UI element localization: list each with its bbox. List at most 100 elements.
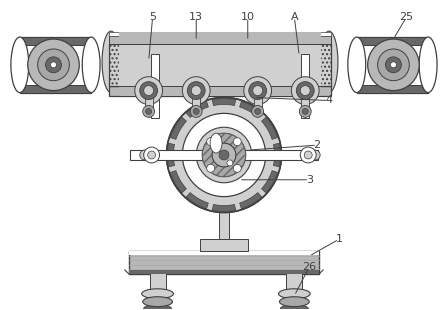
Bar <box>301 95 309 111</box>
Wedge shape <box>170 170 187 193</box>
Circle shape <box>300 147 316 163</box>
Text: 2: 2 <box>314 140 321 150</box>
Bar <box>151 54 159 118</box>
Circle shape <box>249 82 267 100</box>
Ellipse shape <box>142 289 174 299</box>
Circle shape <box>207 138 214 146</box>
Wedge shape <box>167 143 175 167</box>
Circle shape <box>227 160 233 166</box>
Circle shape <box>191 86 201 95</box>
Circle shape <box>190 105 202 117</box>
Bar <box>119 32 321 86</box>
Circle shape <box>202 133 246 177</box>
Ellipse shape <box>348 37 365 93</box>
Circle shape <box>38 49 70 81</box>
Circle shape <box>187 82 205 100</box>
Bar <box>129 251 319 274</box>
Circle shape <box>51 62 57 68</box>
Circle shape <box>253 86 263 95</box>
Wedge shape <box>261 117 278 140</box>
Text: 13: 13 <box>189 12 203 22</box>
Wedge shape <box>212 204 236 211</box>
Circle shape <box>140 150 150 160</box>
Circle shape <box>300 86 310 95</box>
Circle shape <box>167 98 281 212</box>
Bar <box>357 37 428 45</box>
Circle shape <box>146 108 152 114</box>
Ellipse shape <box>279 289 310 299</box>
Text: 5: 5 <box>149 12 156 22</box>
Bar <box>129 251 319 255</box>
Ellipse shape <box>102 31 120 93</box>
Bar <box>301 95 309 100</box>
Bar <box>109 32 331 36</box>
Bar <box>109 36 331 44</box>
Ellipse shape <box>210 133 222 153</box>
Circle shape <box>390 62 396 68</box>
Bar <box>301 54 309 118</box>
Circle shape <box>219 150 229 160</box>
Circle shape <box>183 77 210 104</box>
Ellipse shape <box>280 305 308 310</box>
Wedge shape <box>170 117 187 140</box>
Circle shape <box>244 77 272 104</box>
Circle shape <box>377 49 409 81</box>
Wedge shape <box>212 99 236 106</box>
Bar <box>145 95 153 111</box>
Bar <box>20 85 91 93</box>
Circle shape <box>233 138 241 146</box>
Circle shape <box>296 82 314 100</box>
Bar <box>129 270 319 274</box>
Text: 4: 4 <box>326 95 333 105</box>
Bar <box>287 272 302 294</box>
Text: 25: 25 <box>399 12 413 22</box>
Bar <box>20 37 91 93</box>
Circle shape <box>212 143 236 167</box>
Bar <box>254 95 262 111</box>
Bar <box>109 44 331 86</box>
Ellipse shape <box>144 305 171 310</box>
Circle shape <box>302 108 308 114</box>
Wedge shape <box>273 143 280 167</box>
Bar <box>20 37 91 45</box>
Circle shape <box>310 150 320 160</box>
Circle shape <box>196 127 252 183</box>
Text: 1: 1 <box>335 234 342 244</box>
Circle shape <box>143 105 155 117</box>
Circle shape <box>291 77 319 104</box>
Bar <box>357 85 428 93</box>
Bar <box>130 150 318 160</box>
Circle shape <box>385 57 401 73</box>
Text: 3: 3 <box>306 175 313 185</box>
Circle shape <box>193 108 199 114</box>
Circle shape <box>207 164 214 172</box>
Ellipse shape <box>419 37 437 93</box>
Bar <box>119 32 321 44</box>
Circle shape <box>304 151 312 159</box>
Circle shape <box>299 105 311 117</box>
Text: A: A <box>291 12 298 22</box>
Circle shape <box>135 77 163 104</box>
Bar <box>200 239 248 251</box>
Wedge shape <box>240 193 262 209</box>
Circle shape <box>140 82 158 100</box>
Ellipse shape <box>82 37 100 93</box>
Bar <box>150 272 166 294</box>
Text: 26: 26 <box>302 262 316 272</box>
Ellipse shape <box>320 31 338 93</box>
Ellipse shape <box>280 297 309 307</box>
Circle shape <box>144 86 154 95</box>
Wedge shape <box>240 101 262 117</box>
Bar <box>151 95 159 100</box>
Circle shape <box>46 57 62 73</box>
Bar <box>219 200 229 239</box>
Ellipse shape <box>143 297 172 307</box>
Circle shape <box>255 108 260 114</box>
Bar <box>222 170 226 200</box>
Circle shape <box>28 39 79 91</box>
Circle shape <box>233 164 241 172</box>
Wedge shape <box>186 193 208 209</box>
Bar <box>119 86 321 95</box>
Circle shape <box>368 39 419 91</box>
Bar <box>357 37 428 93</box>
